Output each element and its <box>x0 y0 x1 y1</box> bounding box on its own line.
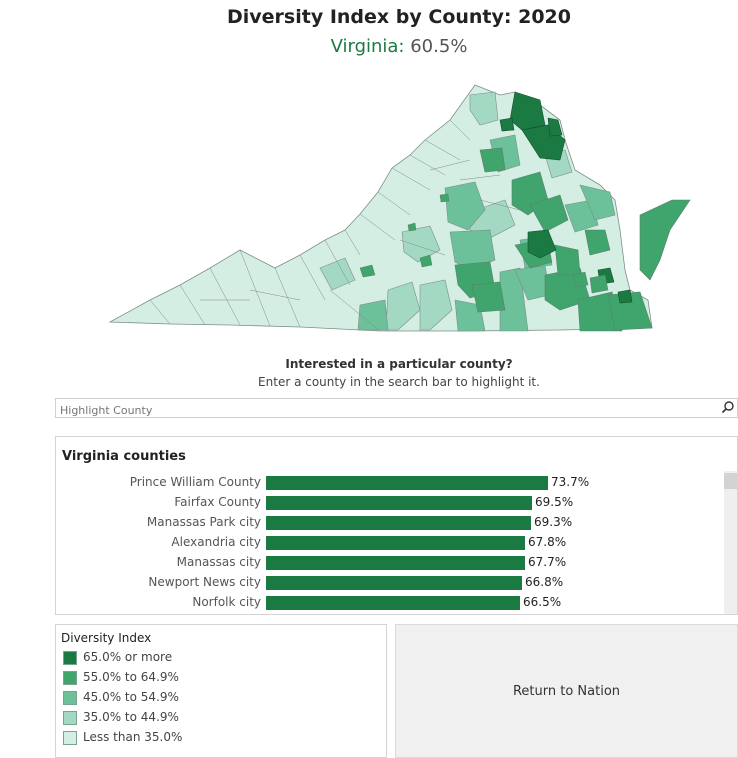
map-independent-cities[interactable] <box>359 193 609 294</box>
county-bar[interactable] <box>266 516 531 530</box>
page-title: Diversity Index by County: 2020 <box>227 6 571 28</box>
county-name: Norfolk city <box>192 595 261 609</box>
county-value: 69.3% <box>534 515 573 529</box>
map-band-65-plus[interactable] <box>499 91 633 304</box>
county-bar[interactable] <box>266 576 522 590</box>
prompt-heading: Interested in a particular county? <box>285 357 513 371</box>
county-row[interactable]: Manassas Park city 69.3% <box>56 513 726 533</box>
map-band-55-64[interactable] <box>454 147 691 332</box>
county-name: Newport News city <box>148 575 261 589</box>
map-band-35-44[interactable] <box>319 91 573 331</box>
state-value: 60.5% <box>410 36 468 57</box>
county-row[interactable]: Fairfax County 69.5% <box>56 493 726 513</box>
county-value: 67.7% <box>528 555 567 569</box>
state-name: Virginia: <box>330 36 405 57</box>
county-row[interactable]: Newport News city 66.8% <box>56 573 726 593</box>
county-search-box[interactable] <box>55 398 738 420</box>
legend-label: 65.0% or more <box>83 650 173 664</box>
county-bar[interactable] <box>266 556 525 570</box>
map-county-borders <box>149 119 521 332</box>
counties-panel: Virginia counties Prince William County 7… <box>55 436 738 615</box>
county-row[interactable]: Alexandria city 67.8% <box>56 533 726 553</box>
county-value: 73.7% <box>551 475 590 489</box>
legend-label: 35.0% to 44.9% <box>83 710 179 724</box>
scrollbar-thumb[interactable] <box>724 473 737 489</box>
county-row[interactable]: Manassas city 67.7% <box>56 553 726 573</box>
legend-swatch <box>63 731 77 745</box>
county-name: Prince William County <box>129 475 261 489</box>
legend-swatch <box>63 711 77 725</box>
county-name: Fairfax County <box>174 495 261 509</box>
county-bar[interactable] <box>266 536 525 550</box>
county-row[interactable]: Norfolk city 66.5% <box>56 593 726 613</box>
legend-swatch <box>63 651 77 665</box>
county-value: 66.5% <box>523 595 562 609</box>
magnifier-icon[interactable] <box>721 400 735 414</box>
legend-label: 45.0% to 54.9% <box>83 690 179 704</box>
state-summary: Virginia: 60.5% <box>0 36 738 57</box>
county-value: 67.8% <box>528 535 567 549</box>
search-input[interactable] <box>56 401 696 420</box>
county-bar[interactable] <box>266 596 520 610</box>
virginia-county-map[interactable] <box>0 78 738 348</box>
legend-label: 55.0% to 64.9% <box>83 670 179 684</box>
county-bar[interactable] <box>266 476 548 490</box>
county-name: Alexandria city <box>171 535 261 549</box>
prompt-instructions: Enter a county in the search bar to high… <box>258 375 540 389</box>
return-to-nation-button[interactable]: Return to Nation <box>395 624 738 758</box>
county-name: Manassas city <box>176 555 261 569</box>
legend-panel: Diversity Index 65.0% or more 55.0% to 64… <box>55 624 387 758</box>
county-row[interactable]: Prince William County 73.7% <box>56 473 726 493</box>
county-value: 66.8% <box>525 575 564 589</box>
legend-label: Less than 35.0% <box>83 730 183 744</box>
county-name: Manassas Park city <box>146 515 261 529</box>
counties-scrollbar[interactable] <box>724 471 737 614</box>
county-bar[interactable] <box>266 496 532 510</box>
counties-panel-title: Virginia counties <box>62 449 186 464</box>
county-value: 69.5% <box>535 495 574 509</box>
legend-swatch <box>63 671 77 685</box>
legend-title: Diversity Index <box>61 631 152 645</box>
legend-swatch <box>63 691 77 705</box>
